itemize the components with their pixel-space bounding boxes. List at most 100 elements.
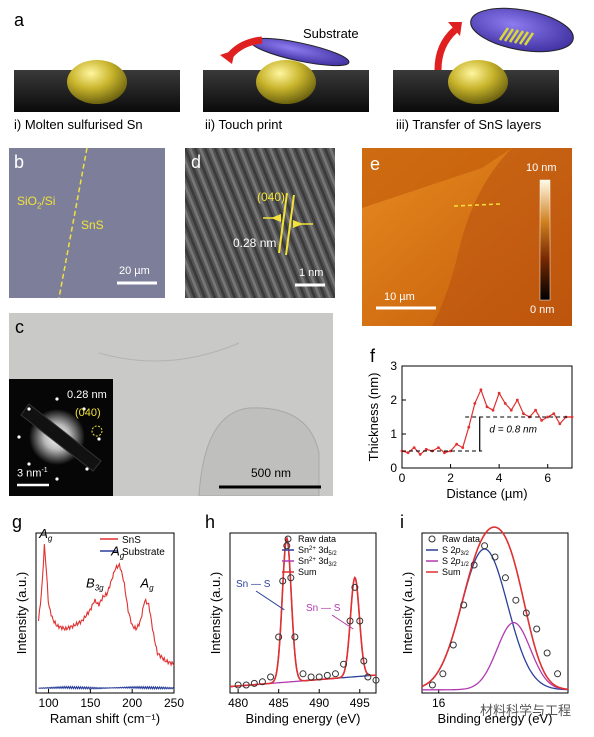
lattice-fringe [273, 148, 335, 298]
lattice-fringe [308, 148, 335, 214]
raw-data-point [351, 583, 359, 591]
legend-raw: Raw data [442, 534, 480, 544]
chart-f: 0 2 4 6 0 1 2 3 Distance (µm) Thickness (nm) d = 0… [366, 359, 574, 501]
y-axis-label: Intensity (a.u.) [14, 572, 29, 654]
x-axis-label: Binding energy (eV) [438, 711, 553, 726]
x-axis-label: Raman shift (cm⁻¹) [50, 711, 160, 726]
spacing-label-d: 0.28 nm [233, 236, 277, 250]
data-point [546, 415, 550, 419]
lattice-fringe [223, 148, 287, 298]
lattice-fringe [185, 182, 232, 298]
lattice-fringe [243, 148, 307, 298]
flake-region [362, 148, 512, 208]
legend-component: S 2p3/2 [442, 545, 470, 557]
component-2p12 [421, 621, 569, 691]
raw-data-point [554, 670, 562, 678]
raw-data-point [470, 561, 478, 569]
x-tick-label: 490 [309, 696, 329, 710]
saed-inset: 0.28 nm (040) 3 nm-1 [9, 379, 113, 496]
lattice-fringe [185, 232, 212, 298]
substrate-label: Substrate [303, 26, 359, 41]
lattice-fringe [318, 148, 335, 189]
data-point [540, 419, 544, 422]
raw-data-point [460, 601, 468, 609]
profile-line [453, 203, 501, 207]
raw-data-point [234, 681, 242, 689]
afm-image-e: e 10 nm 0 nm 10 µm [362, 148, 572, 326]
data-point [570, 415, 574, 419]
droplet-3 [448, 60, 508, 104]
panel-label-a: a [14, 10, 25, 30]
lattice-fringe [185, 169, 237, 298]
panel-label-b: b [14, 152, 25, 172]
raw-data-point [512, 596, 520, 604]
plot-frame [229, 532, 377, 694]
droplet-1 [67, 60, 127, 104]
x-axis-label: Binding energy (eV) [246, 711, 361, 726]
lattice-fringe [188, 148, 252, 298]
lattice-fringe [185, 207, 222, 298]
series-thickness [401, 388, 572, 456]
raw-data-point [428, 681, 436, 689]
panel-label-h: h [205, 512, 216, 532]
x-tick-label: 200 [122, 696, 142, 710]
y-tick-label: 0 [390, 461, 397, 475]
lattice-fringe [248, 148, 312, 298]
raw-data-point [439, 670, 447, 678]
series-substrate [38, 685, 175, 690]
lattice-fringe [203, 148, 267, 298]
raw-data-point [481, 542, 489, 550]
data-point [509, 408, 513, 412]
step-1-label: i) Molten sulfurised Sn [14, 117, 143, 132]
lattice-fringe [238, 148, 302, 298]
x-tick-label: 2 [447, 471, 454, 485]
raw-data-point [315, 673, 323, 681]
lattice-fringe [185, 148, 247, 298]
lattice-fringe [288, 148, 335, 264]
peak-label: Ag [38, 526, 53, 543]
raw-data-point [522, 609, 530, 617]
x-tick-label: 4 [496, 471, 503, 485]
plot-frame [35, 532, 175, 694]
data-point [479, 388, 483, 392]
raw-data-point [364, 673, 372, 681]
data-point [558, 422, 562, 426]
bond-pointer-2 [331, 614, 354, 630]
peak-label: Ag [139, 575, 154, 592]
lattice-fringe [198, 148, 262, 298]
legend-sum: Sum [298, 567, 317, 577]
data-point [449, 449, 452, 453]
selected-spot [91, 425, 103, 437]
boundary-line [58, 148, 88, 298]
chart-g: 100 150 200 250 Raman shift (cm⁻¹) Intensity … [14, 526, 184, 726]
component-3d32 [229, 576, 377, 688]
droplet-2 [256, 60, 316, 104]
data-point [406, 451, 410, 455]
lattice-fringe [208, 148, 272, 298]
data-point [412, 446, 416, 449]
x-axis-label: Distance (µm) [446, 486, 527, 501]
legend-component: Sn2+ 3d5/2 [298, 545, 337, 557]
sum-curve [229, 536, 377, 688]
lattice-fringe [218, 148, 282, 298]
raw-data-point [533, 625, 541, 633]
lattice-fringe [185, 157, 242, 298]
lattice-fringe [193, 148, 257, 298]
inset-d-label: 0.28 nm [67, 389, 107, 401]
raw-data-point [287, 574, 295, 582]
data-point [461, 446, 465, 449]
inset-scale-label: 3 nm-1 [17, 467, 48, 480]
legend-component: S 2p1/2 [442, 556, 470, 568]
hrtem-image-d: d (040) 0.28 nm 1 nm [185, 148, 335, 298]
data-point [485, 405, 489, 409]
panel-label-g: g [12, 512, 23, 532]
step-3-label: iii) Transfer of SnS layers [396, 117, 542, 132]
legend-raw-marker [284, 535, 292, 543]
colorbar-max-label: 10 nm [526, 162, 557, 174]
data-point [522, 412, 525, 415]
panel-label-e: e [370, 154, 381, 174]
scale-label-b: 20 µm [119, 265, 150, 277]
tem-image-c: c 500 nm 0.28 nm (040) 3 nm-1 [9, 313, 333, 496]
beam-stop [20, 403, 102, 472]
